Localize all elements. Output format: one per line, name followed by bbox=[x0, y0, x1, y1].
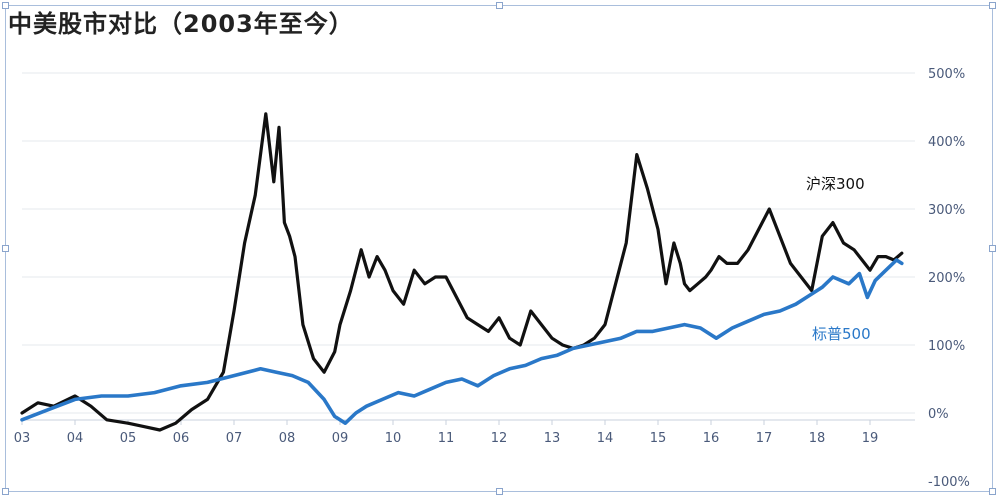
x-tick-label: 10 bbox=[385, 431, 402, 446]
x-tick-label: 19 bbox=[862, 431, 879, 446]
resize-handle-bottom-right[interactable] bbox=[989, 488, 996, 495]
chart-frame bbox=[5, 5, 993, 492]
series-line-sp500 bbox=[20, 258, 904, 425]
series-layer bbox=[20, 112, 904, 432]
x-axis-tick-labels: 03 04 05 06 07 08 09 10 11 12 13 14 15 16 17 18 19 bbox=[14, 431, 879, 446]
x-tick-label: 13 bbox=[544, 431, 561, 446]
y-tick-label: 0% bbox=[928, 407, 949, 422]
x-tick-label: 03 bbox=[14, 431, 31, 446]
resize-handle-middle-left[interactable] bbox=[2, 245, 9, 252]
x-tick-label: 18 bbox=[809, 431, 826, 446]
y-tick-label: 100% bbox=[928, 339, 965, 354]
x-tick-label: 17 bbox=[756, 431, 773, 446]
resize-handle-bottom-left[interactable] bbox=[2, 488, 9, 495]
x-tick-label: 04 bbox=[67, 431, 84, 446]
series-label-csi300: 沪深300 bbox=[806, 175, 865, 193]
resize-handle-top-center[interactable] bbox=[496, 2, 503, 9]
x-tick-label: 05 bbox=[120, 431, 137, 446]
x-tick-label: 14 bbox=[597, 431, 614, 446]
chart-title: 中美股市对比（2003年至今） bbox=[8, 10, 354, 38]
y-tick-label: -100% bbox=[928, 475, 970, 490]
x-tick-label: 08 bbox=[279, 431, 296, 446]
resize-handle-middle-right[interactable] bbox=[989, 245, 996, 252]
y-tick-label: 200% bbox=[928, 271, 965, 286]
y-tick-label: 500% bbox=[928, 67, 965, 82]
x-tick-label: 12 bbox=[491, 431, 508, 446]
series-labels: 沪深300 标普500 bbox=[806, 175, 871, 343]
resize-handle-top-right[interactable] bbox=[989, 2, 996, 9]
x-tick-label: 07 bbox=[226, 431, 243, 446]
y-tick-label: 400% bbox=[928, 135, 965, 150]
y-tick-label: 300% bbox=[928, 203, 965, 218]
series-label-sp500: 标普500 bbox=[812, 325, 871, 343]
x-tick-label: 11 bbox=[438, 431, 455, 446]
x-tick-label: 09 bbox=[332, 431, 349, 446]
x-tick-label: 16 bbox=[703, 431, 720, 446]
resize-handle-top-left[interactable] bbox=[2, 2, 9, 9]
grid-layer bbox=[21, 72, 915, 425]
y-axis-tick-labels: 500% 400% 300% 200% 100% 0% -100% bbox=[928, 67, 970, 490]
x-tick-label: 15 bbox=[650, 431, 667, 446]
x-tick-label: 06 bbox=[173, 431, 190, 446]
resize-handle-bottom-center[interactable] bbox=[496, 488, 503, 495]
series-line-csi300 bbox=[20, 112, 904, 432]
